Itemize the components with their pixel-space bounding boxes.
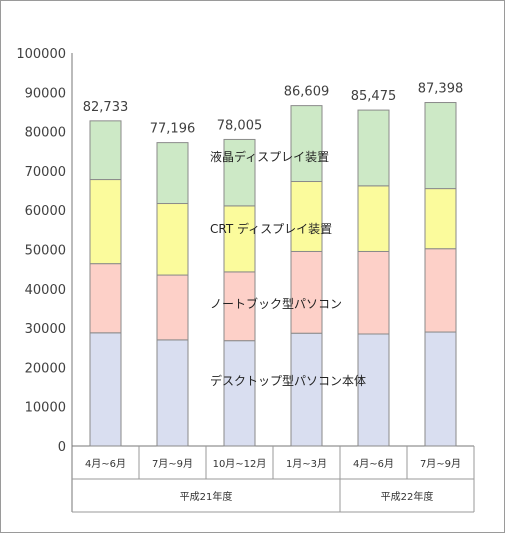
bar-segment bbox=[290, 332, 323, 447]
bar-total-label: 82,733 bbox=[83, 100, 129, 115]
y-tick-label: 40000 bbox=[25, 283, 66, 298]
bar-total-label: 77,196 bbox=[150, 122, 196, 137]
bar-total-label: 86,609 bbox=[284, 85, 330, 100]
y-tick-label: 10000 bbox=[25, 401, 66, 416]
bar-segment bbox=[290, 181, 323, 252]
bar-segment bbox=[357, 333, 390, 447]
category-label: 1月~3月 bbox=[286, 458, 327, 470]
bar-segment bbox=[156, 142, 189, 205]
bar-segment bbox=[424, 188, 457, 250]
bar-segment bbox=[424, 102, 457, 190]
y-tick-label: 80000 bbox=[25, 126, 66, 141]
series-label: ノートブック型パソコン bbox=[210, 296, 342, 311]
category-label: 4月~6月 bbox=[353, 458, 394, 470]
y-tick-label: 50000 bbox=[25, 244, 66, 259]
bar-segment bbox=[424, 248, 457, 333]
y-tick-label: 0 bbox=[58, 440, 66, 455]
bar-segment bbox=[89, 332, 122, 447]
category-label: 7月~9月 bbox=[420, 458, 461, 470]
bar-segment bbox=[290, 250, 323, 334]
bar-segment bbox=[290, 105, 323, 183]
y-tick-label: 100000 bbox=[16, 47, 66, 62]
bar-segment bbox=[89, 120, 122, 181]
category-label: 7月~9月 bbox=[152, 458, 193, 470]
series-label: CRT ディスプレイ装置 bbox=[210, 221, 332, 236]
bar-segment bbox=[357, 109, 390, 187]
series-label: デスクトップ型パソコン本体 bbox=[210, 373, 366, 388]
bar-segment bbox=[223, 271, 256, 342]
bar-segment bbox=[156, 274, 189, 341]
bar-segment bbox=[156, 203, 189, 276]
category-label: 10月~12月 bbox=[213, 458, 267, 470]
bar-segment bbox=[89, 263, 122, 334]
bar-segment bbox=[223, 205, 256, 273]
bar-segment bbox=[223, 340, 256, 447]
y-tick-label: 30000 bbox=[25, 322, 66, 337]
bar-segment bbox=[357, 250, 390, 335]
category-label: 4月~6月 bbox=[85, 458, 126, 470]
bar-total-label: 78,005 bbox=[217, 118, 263, 133]
group-label: 平成21年度 bbox=[180, 490, 233, 503]
y-tick-label: 70000 bbox=[25, 165, 66, 180]
group-label: 平成22年度 bbox=[381, 490, 434, 503]
y-tick-label: 20000 bbox=[25, 361, 66, 376]
y-tick-label: 90000 bbox=[25, 86, 66, 101]
bar-total-label: 87,398 bbox=[418, 82, 464, 97]
bar-segment bbox=[89, 179, 122, 265]
y-tick-label: 60000 bbox=[25, 204, 66, 219]
bar-segment bbox=[424, 331, 457, 447]
bar-segment bbox=[156, 339, 189, 447]
series-label: 液晶ディスプレイ装置 bbox=[210, 149, 329, 164]
bar-segment bbox=[223, 138, 256, 207]
bar-segment bbox=[357, 185, 390, 252]
bar-total-label: 85,475 bbox=[351, 89, 397, 104]
